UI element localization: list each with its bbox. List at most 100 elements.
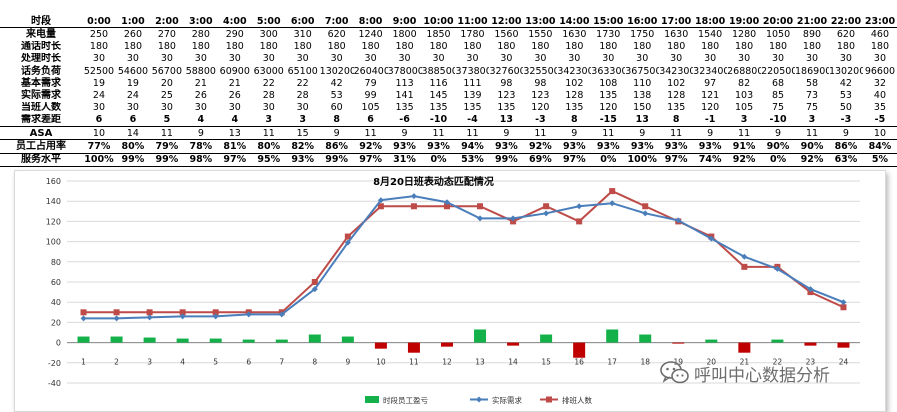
table-cell: 1550 [528, 28, 553, 40]
table-row: 来电量 250 260 270 280 290 300 310 620 1240 1800 1850 1… [0, 28, 897, 41]
point-scheduled [443, 203, 450, 210]
x-tick-label: 13 [475, 358, 485, 367]
point-scheduled [212, 309, 219, 316]
table-cell: 310 [293, 28, 312, 40]
table-cell: 180 [463, 41, 482, 53]
table-cell: 81% [217, 139, 252, 154]
bar-staff-gap [804, 342, 817, 346]
table-cell: 5 [149, 113, 184, 127]
table-cell: 86% [828, 139, 863, 154]
table-cell: 93% [387, 139, 422, 154]
table-cell: 186900 [795, 65, 829, 77]
table-cell: 260400 [353, 65, 388, 77]
table-cell: 180 [259, 41, 278, 53]
point-scheduled [741, 263, 748, 270]
table-cell: 110 [633, 77, 652, 89]
x-tick-label: 5 [213, 358, 218, 367]
table-cell: 1630 [562, 28, 587, 40]
table-cell: 30 [160, 53, 173, 65]
table-cell: 1:00 [115, 15, 150, 29]
table-cell: 180 [802, 41, 822, 53]
table-cell: 26 [194, 89, 207, 101]
table-cell: 180 [531, 41, 550, 53]
table-row: 话务负荷 52500 54600 56700 58800 60900 63000 65100 1… [0, 65, 897, 77]
table-cell: 7:00 [319, 15, 354, 29]
table-cell: 460 [870, 28, 890, 40]
table-cell: 180 [395, 41, 414, 53]
table-row: 需求差距 6 6 5 4 4 3 3 8 6 -6 -10 -4 13 -3 8 -15 13 8 -1 3 -10 3 -3… [0, 113, 897, 127]
bar-staff-gap [639, 334, 652, 343]
table-cell: 3:00 [183, 15, 218, 29]
bar-staff-gap [110, 336, 123, 343]
x-tick-label: 9 [345, 358, 350, 367]
x-tick-label: 11 [409, 358, 419, 367]
table-cell: 20 [160, 77, 173, 89]
x-tick-label: 21 [740, 358, 750, 367]
table-cell: 180 [565, 41, 584, 53]
table-cell: 30 [466, 53, 479, 65]
bar-staff-gap [77, 336, 90, 343]
table-cell: 180 [735, 41, 754, 53]
table-cell: 11 [659, 126, 694, 141]
table-cell: 11 [149, 126, 184, 141]
table-cell: 6 [82, 113, 116, 127]
x-tick-label: 3 [147, 358, 152, 367]
point-demand [80, 315, 87, 322]
table-cell: 19:00 [727, 15, 762, 29]
row-label: 时段 [0, 15, 82, 29]
point-demand [576, 203, 583, 210]
table-cell: 98 [534, 77, 547, 89]
table-cell: 373800 [455, 65, 490, 77]
table-cell: 53% [455, 153, 490, 168]
table-cell: -3 [828, 113, 863, 127]
table-cell: 180 [667, 41, 686, 53]
table-cell: 42 [330, 77, 343, 89]
row-label: 服务水平 [0, 153, 82, 168]
table-cell: 180 [633, 41, 652, 53]
table-cell: 6 [115, 113, 150, 127]
table-cell: 260 [123, 28, 142, 40]
table-cell: 30 [92, 102, 106, 114]
bar-staff-gap [308, 334, 321, 343]
table-cell: 0% [591, 153, 626, 168]
table-cell: 68 [771, 77, 785, 89]
table-cell: 100% [82, 153, 116, 168]
table-cell: 135 [429, 102, 448, 114]
point-demand [311, 286, 318, 293]
point-scheduled [113, 309, 120, 316]
point-scheduled [477, 203, 484, 210]
table-cell: 30 [568, 53, 581, 65]
x-tick-label: 16 [574, 358, 584, 367]
table-cell: 93% [557, 139, 592, 154]
bar-staff-gap [837, 342, 850, 348]
staffing-table: 时段 0:00 1:00 2:00 3:00 4:00 5:00 6:00 7:00 8:00 9:… [0, 15, 897, 168]
bar-staff-gap [275, 339, 288, 343]
table-cell: 123 [497, 89, 516, 101]
table-cell: 30 [805, 53, 819, 65]
table-cell: 9 [489, 126, 524, 141]
y-tick-label: 60 [51, 278, 61, 287]
table-cell: 30 [738, 53, 751, 65]
legend-label-demand: 实际需求 [492, 395, 522, 405]
table-cell: -5 [862, 113, 897, 127]
table-cell: 3 [251, 113, 286, 127]
table-row: 通话时长 180 180 180 180 180 180 180 180 180 180 180 180… [0, 41, 897, 53]
table-cell: 250 [89, 28, 109, 40]
table-cell: 102 [565, 77, 584, 89]
table-cell: 116 [429, 77, 448, 89]
table-cell: 14 [115, 126, 150, 141]
x-tick-label: 19 [673, 358, 683, 367]
y-tick-label: 20 [51, 318, 61, 327]
table-cell: 1280 [731, 28, 757, 40]
table-cell: 30 [228, 102, 241, 114]
table-cell: 8 [319, 113, 354, 127]
table-cell: 24 [92, 89, 106, 101]
table-cell: 60 [330, 102, 343, 114]
table-cell: 30 [704, 53, 717, 65]
table-cell: 378000 [387, 65, 422, 77]
bar-staff-gap [474, 329, 487, 343]
table-cell: 103 [735, 89, 754, 101]
table-cell: 367500 [625, 65, 660, 77]
table-cell: 15 [285, 126, 320, 141]
point-scheduled [642, 203, 649, 210]
